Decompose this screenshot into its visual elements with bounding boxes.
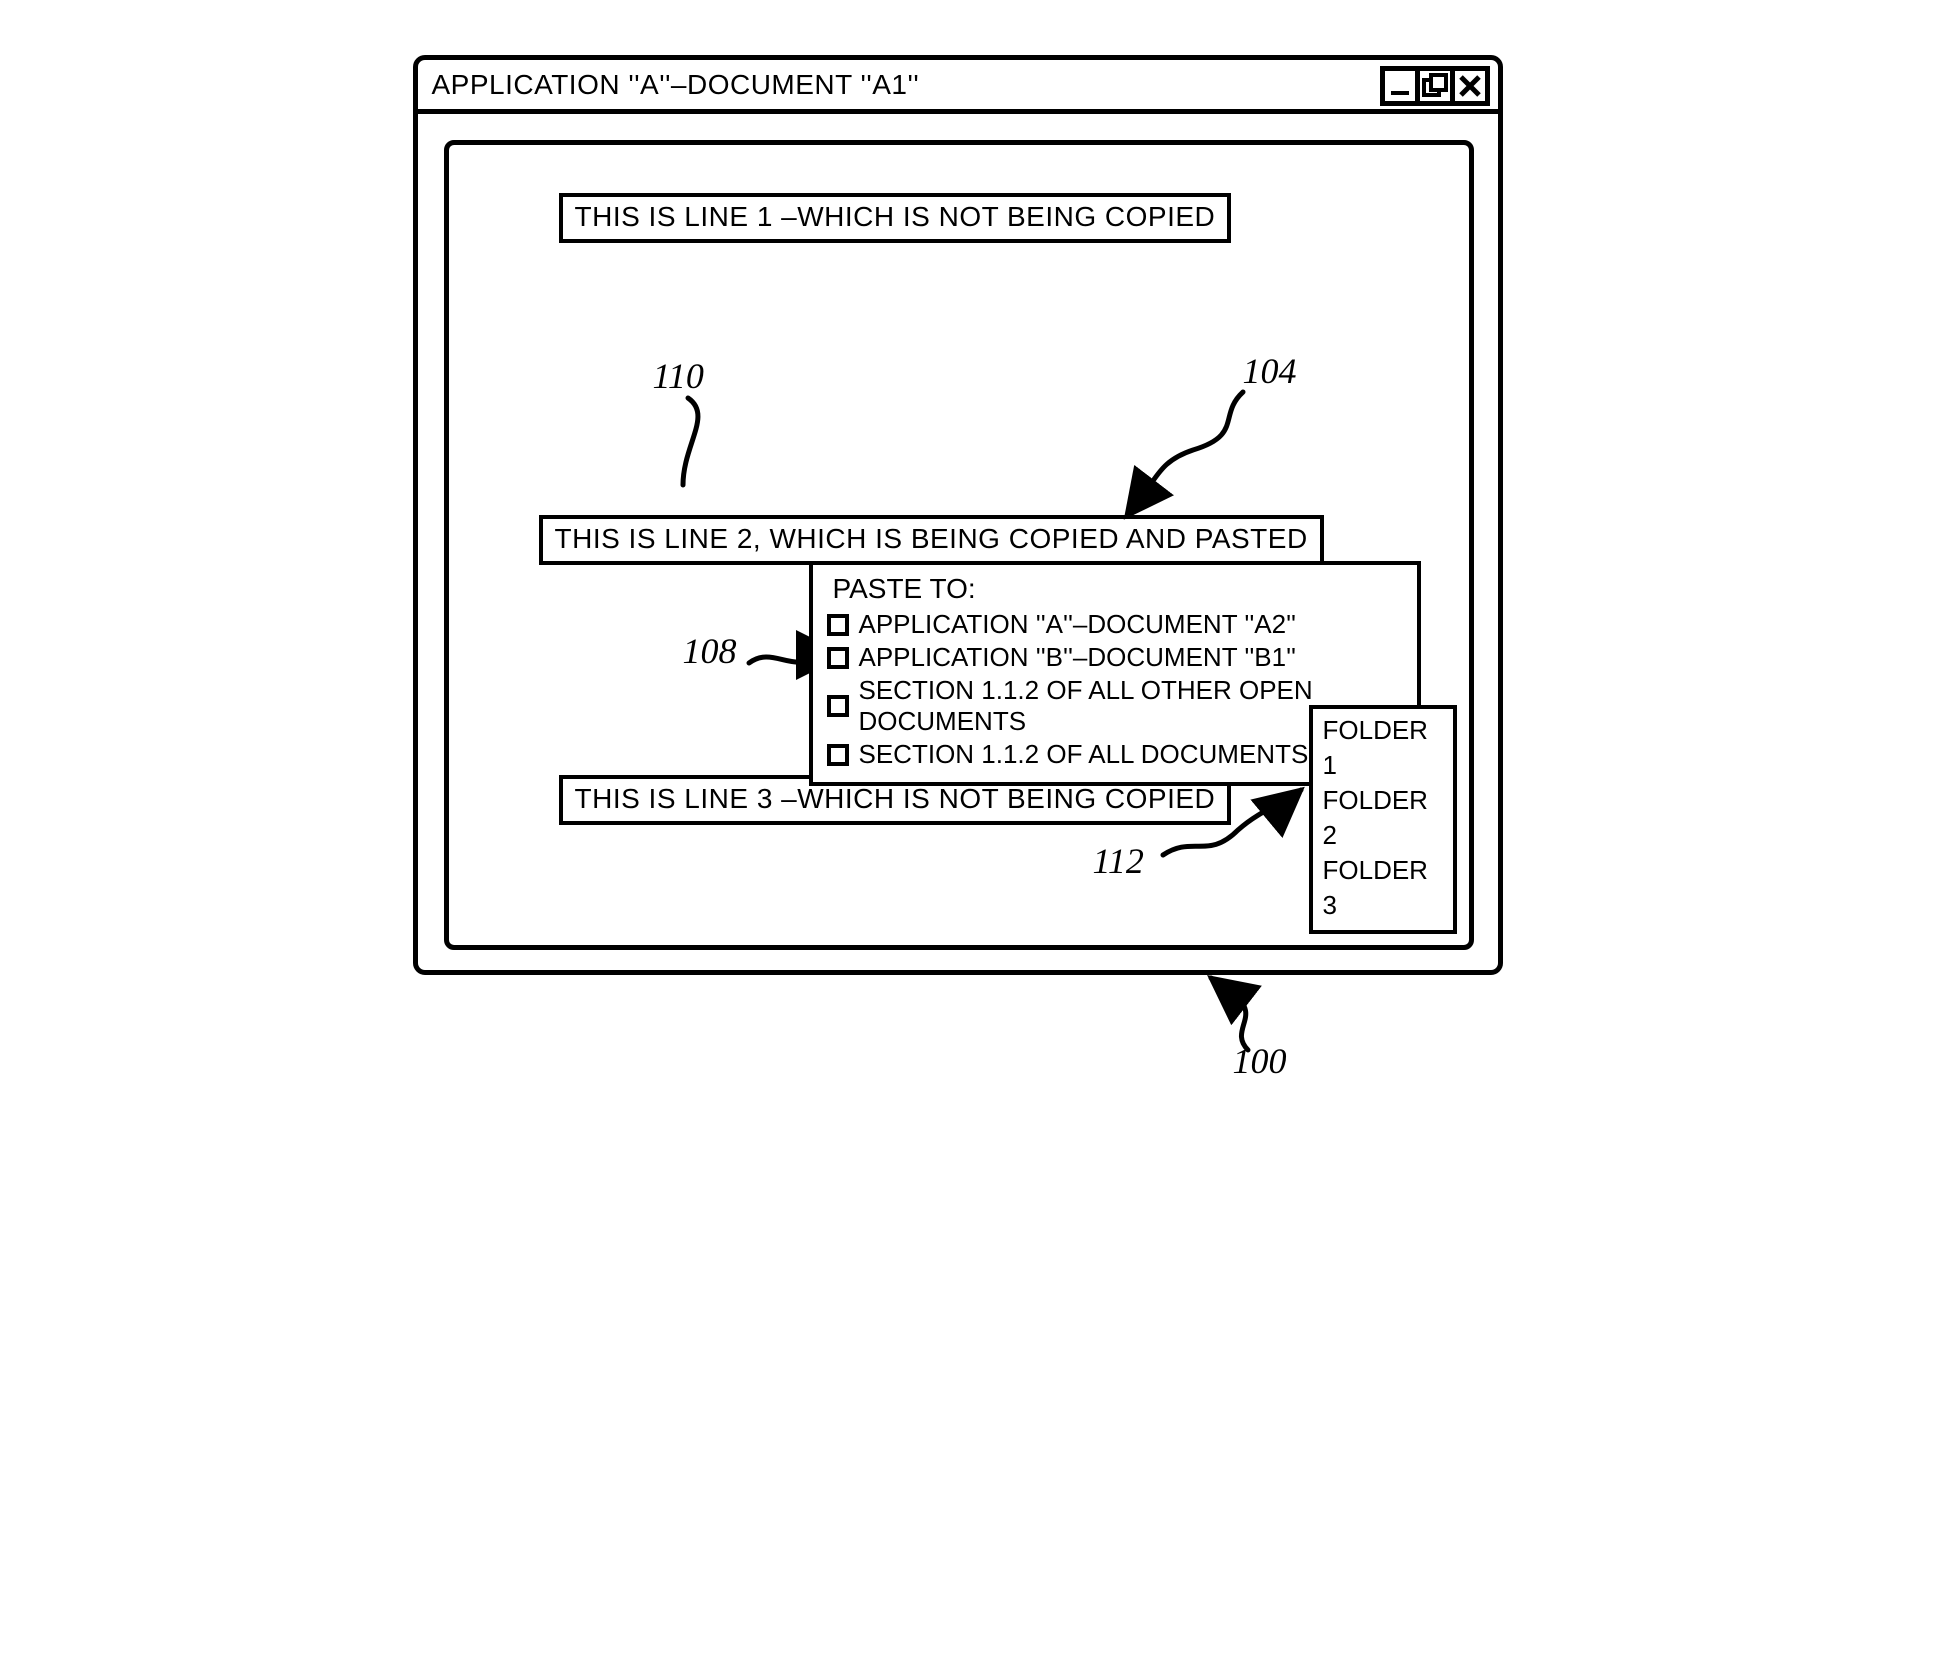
paste-option-row[interactable]: APPLICATION ''A''–DOCUMENT ''A2'' — [827, 609, 1407, 640]
checkbox-icon[interactable] — [827, 695, 849, 717]
paste-option-row[interactable]: APPLICATION ''B''–DOCUMENT ''B1'' — [827, 642, 1407, 673]
close-icon — [1459, 75, 1481, 97]
paste-option-label: APPLICATION ''A''–DOCUMENT ''A2'' — [859, 609, 1297, 640]
checkbox-icon[interactable] — [827, 647, 849, 669]
folder-option[interactable]: FOLDER 1 — [1323, 713, 1443, 783]
close-button[interactable] — [1450, 66, 1490, 106]
window-title: APPLICATION ''A''–DOCUMENT ''A1'' — [432, 69, 920, 101]
folder-submenu: FOLDER 1 FOLDER 2 FOLDER 3 — [1309, 705, 1457, 934]
paste-option-label: SECTION 1.1.2 OF ALL DOCUMENTS IN: — [859, 739, 1349, 770]
paste-option-label: APPLICATION ''B''–DOCUMENT ''B1'' — [859, 642, 1297, 673]
folder-option[interactable]: FOLDER 3 — [1323, 853, 1443, 923]
ref-100: 100 — [1233, 1040, 1287, 1082]
minimize-button[interactable] — [1380, 66, 1420, 106]
maximize-icon — [1422, 73, 1448, 99]
checkbox-icon[interactable] — [827, 744, 849, 766]
folder-option[interactable]: FOLDER 2 — [1323, 783, 1443, 853]
text-line-2-selected[interactable]: THIS IS LINE 2, WHICH IS BEING COPIED AN… — [539, 515, 1324, 565]
paste-menu-title: PASTE TO: — [833, 573, 1407, 605]
ref-112: 112 — [1093, 840, 1144, 882]
document-area: THIS IS LINE 1 –WHICH IS NOT BEING COPIE… — [444, 140, 1474, 950]
ref-108: 108 — [683, 630, 737, 672]
ref-104: 104 — [1243, 350, 1297, 392]
ref-110: 110 — [653, 355, 704, 397]
app-window: APPLICATION ''A''–DOCUMENT ''A1'' — [413, 55, 1503, 975]
minimize-icon — [1391, 91, 1409, 95]
titlebar: APPLICATION ''A''–DOCUMENT ''A1'' — [418, 60, 1498, 114]
figure-stage: APPLICATION ''A''–DOCUMENT ''A1'' — [393, 40, 1543, 1090]
window-controls — [1380, 66, 1490, 106]
checkbox-icon[interactable] — [827, 614, 849, 636]
maximize-button[interactable] — [1415, 66, 1455, 106]
text-line-1: THIS IS LINE 1 –WHICH IS NOT BEING COPIE… — [559, 193, 1232, 243]
